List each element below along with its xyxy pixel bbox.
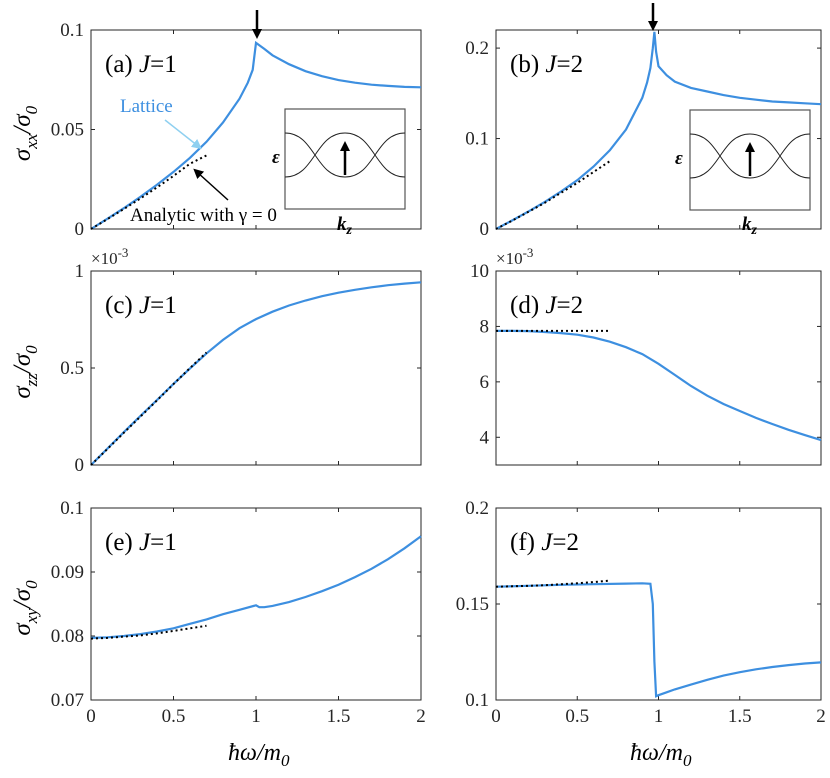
panel-d-ytick-label-1: 6 — [480, 372, 490, 393]
panel-c-ytick-label-2: 1 — [75, 261, 85, 282]
panel-a-analytic-line — [90, 154, 207, 230]
panel-d-ytick-label-0: 4 — [480, 427, 490, 448]
panel-d-lattice-line — [496, 329, 822, 442]
panel-b-ytick-label-0: 0 — [480, 219, 490, 240]
panel-e-ytick-label-3: 0.1 — [60, 498, 84, 519]
inset-b-band-lower — [689, 133, 811, 179]
panel-e-label: (e) J=1 — [105, 529, 177, 556]
panel-b: 0 0.1 0.2 (b) J=2 — [465, 29, 822, 240]
analytic-annotation: Analytic with γ = 0 — [130, 205, 277, 226]
panel-c-ylabel: σzz/σ0 — [9, 345, 41, 399]
panel-c-label: (c) J=1 — [105, 292, 177, 319]
panel-f-xtick-label-1: 0.5 — [565, 706, 589, 727]
panel-f-xtick-label-0: 0 — [491, 706, 501, 727]
panel-e-ytick-label-1: 0.08 — [51, 626, 84, 647]
inset-b: ε kz — [675, 109, 811, 238]
panel-d-ytick-label-3: 10 — [470, 261, 489, 282]
inset-a-xlabel: kz — [337, 214, 353, 238]
panel-e-xtick-label-2: 1 — [251, 706, 261, 727]
panel-e-lattice-line — [90, 535, 422, 639]
panel-c-ytick-label-1: 0.5 — [60, 358, 84, 379]
x-axis-label-left: ħω/m0 — [228, 740, 290, 770]
panel-f-xtick-label-2: 1 — [654, 706, 664, 727]
panel-a-ylabel: σxx/σ0 — [9, 105, 41, 161]
inset-a: ε kz — [272, 108, 406, 238]
panel-e-xtick-label-1: 0.5 — [162, 706, 186, 727]
panel-b-label: (b) J=2 — [510, 51, 583, 78]
panel-d-multiplier: ×10-3 — [496, 245, 533, 268]
panel-a-ytick-label-0: 0 — [75, 219, 85, 240]
panel-a-ytick-label-1: 0.05 — [51, 120, 84, 141]
panel-f: 0 0.5 1 1.5 2 0.1 0.15 0.2 (f) J=2 — [456, 498, 826, 727]
inset-a-ylabel: ε — [272, 147, 280, 168]
panel-a-label: (a) J=1 — [105, 51, 177, 78]
inset-a-band-upper — [284, 132, 406, 178]
panel-c-analytic-line — [90, 351, 208, 466]
panel-e-ytick-label-2: 0.09 — [51, 562, 84, 583]
panel-f-ytick-label-1: 0.15 — [456, 594, 489, 615]
panel-a-lattice-line — [90, 40, 422, 230]
panel-e-xtick-label-0: 0 — [86, 706, 96, 727]
panel-a: 0 0.05 0.1 (a) J=1 σxx/σ0 — [9, 20, 422, 240]
inset-b-band-upper — [689, 133, 811, 179]
inset-b-xlabel: kz — [742, 214, 758, 238]
panel-d: 4 6 8 10 ×10-3 (d) J=2 — [470, 245, 822, 466]
panel-f-label: (f) J=2 — [510, 529, 579, 556]
panel-e-xtick-label-3: 1.5 — [327, 706, 351, 727]
panel-c-lattice-line — [90, 281, 422, 466]
analytic-annotation-arrow — [193, 168, 229, 201]
panel-f-lattice-line — [495, 582, 822, 698]
panel-b-lattice-line — [495, 31, 822, 230]
panel-f-ytick-label-2: 0.2 — [465, 498, 489, 519]
panel-e: 0 0.5 1 1.5 2 0.07 0.08 0.09 0.1 (e) J=1 σxy/σ0 — [9, 498, 426, 727]
panel-b-ytick-label-2: 0.2 — [465, 38, 489, 59]
x-axis-label-right: ħω/m0 — [630, 740, 692, 770]
panel-c-ytick-label-0: 0 — [75, 455, 85, 476]
panel-a-ytick-label-2: 0.1 — [60, 20, 84, 41]
lattice-annotation: Lattice — [120, 96, 173, 117]
panel-f-analytic-line — [495, 579, 610, 588]
panel-b-analytic-line — [495, 160, 611, 230]
panel-f-xtick-label-4: 2 — [816, 706, 826, 727]
panel-e-xtick-label-4: 2 — [416, 706, 426, 727]
panel-f-xtick-label-3: 1.5 — [728, 706, 752, 727]
inset-b-ylabel: ε — [675, 148, 683, 169]
panel-f-ytick-label-0: 0.1 — [465, 690, 489, 711]
panel-e-analytic-line — [90, 624, 207, 640]
panel-e-ylabel: σxy/σ0 — [9, 580, 41, 636]
panel-b-ytick-label-1: 0.1 — [465, 129, 489, 150]
inset-a-band-lower — [284, 132, 406, 178]
panel-e-ytick-label-0: 0.07 — [51, 690, 84, 711]
panel-d-ytick-label-2: 8 — [480, 316, 490, 337]
lattice-annotation-arrow — [164, 119, 202, 150]
panel-d-label: (d) J=2 — [510, 292, 583, 319]
panel-c-multiplier: ×10-3 — [91, 245, 128, 268]
panel-c: 0 0.5 1 ×10-3 (c) J=1 σzz/σ0 — [9, 245, 422, 476]
